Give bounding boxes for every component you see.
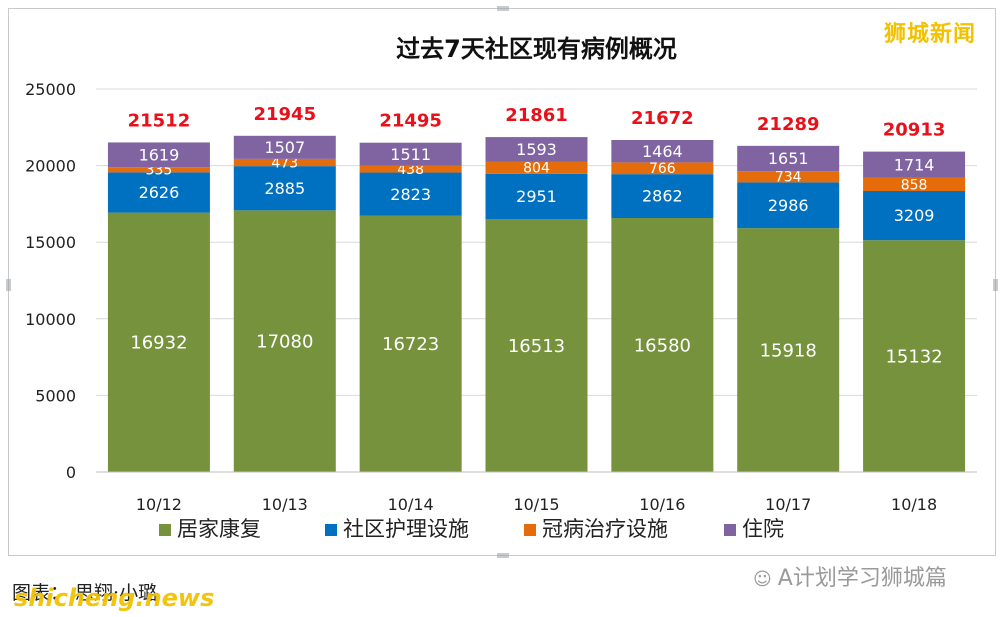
- bar-segment: [359, 172, 462, 216]
- bar-segment: [863, 240, 966, 472]
- data-label: 734: [775, 170, 802, 186]
- data-label: 858: [901, 177, 928, 193]
- bar-segment: [611, 162, 714, 175]
- data-label: 473: [271, 155, 298, 171]
- y-tick-label: 20000: [25, 157, 76, 176]
- data-label: 16932: [130, 333, 187, 354]
- bar-segment: [233, 158, 336, 167]
- y-tick-label: 10000: [25, 310, 76, 329]
- data-label: 1511: [390, 145, 431, 164]
- bar-segment: [359, 165, 462, 173]
- data-label: 2986: [768, 196, 809, 215]
- bar-segment: [107, 167, 210, 173]
- legend-label: 社区护理设施: [343, 517, 469, 541]
- data-label: 1619: [139, 145, 180, 164]
- data-label: 2862: [642, 187, 683, 206]
- legend-swatch: [325, 524, 337, 536]
- bar-segment: [737, 171, 840, 183]
- legend-swatch: [724, 524, 736, 536]
- data-label: 15918: [760, 340, 817, 361]
- resize-handle-top[interactable]: [497, 6, 509, 11]
- bar-segment: [485, 173, 588, 220]
- data-label: 3209: [894, 206, 935, 225]
- wechat-account-name: A计划学习狮城篇: [777, 566, 947, 591]
- legend-label: 居家康复: [177, 517, 261, 541]
- wechat-account: ☺ A计划学习狮城篇: [753, 560, 947, 592]
- x-tick-label: 10/14: [388, 495, 434, 514]
- data-label: 766: [649, 161, 676, 177]
- resize-handle-right[interactable]: [993, 279, 998, 291]
- resize-handle-bottom[interactable]: [497, 553, 509, 558]
- stacked-bar-chart: 过去7天社区现有病例概况 0 5000 10000 15000 20000 25000 169…: [25, 35, 977, 541]
- data-label: 2951: [516, 187, 557, 206]
- chart-frame: 过去7天社区现有病例概况 0 5000 10000 15000 20000 25000 169…: [6, 6, 998, 558]
- bar-segment: [737, 228, 840, 472]
- data-label: 2885: [264, 179, 305, 198]
- chart-title: 过去7天社区现有病例概况: [396, 35, 677, 63]
- bar-segment: [359, 215, 462, 472]
- total-label: 21945: [253, 104, 316, 125]
- bar-segment: [737, 182, 840, 229]
- x-tick-label: 10/15: [513, 495, 559, 514]
- y-tick-label: 15000: [25, 233, 76, 252]
- data-label: 2626: [139, 183, 180, 202]
- data-label: 804: [523, 161, 550, 177]
- x-tick-label: 10/17: [765, 495, 811, 514]
- total-label: 21672: [631, 108, 694, 129]
- data-label: 1714: [894, 155, 935, 174]
- total-label: 21495: [379, 111, 442, 132]
- x-tick-label: 10/12: [136, 495, 182, 514]
- data-label: 1593: [516, 140, 557, 159]
- data-label: 2823: [390, 185, 431, 204]
- wechat-icon: ☺: [753, 569, 772, 590]
- legend-swatch: [524, 524, 536, 536]
- data-label: 16580: [634, 335, 691, 356]
- brand-logo-text: 狮城新闻: [884, 22, 977, 47]
- data-label: 438: [397, 162, 424, 178]
- legend-swatch: [159, 524, 171, 536]
- x-tick-label: 10/18: [891, 495, 937, 514]
- legend-label: 住院: [742, 517, 784, 541]
- data-label: 17080: [256, 331, 313, 352]
- resize-handle-left[interactable]: [6, 279, 11, 291]
- bar-segment: [107, 172, 210, 213]
- bar-segment: [233, 135, 336, 159]
- data-label: 1651: [768, 149, 809, 168]
- data-label: 1507: [264, 138, 305, 157]
- bar-segment: [485, 137, 588, 162]
- bar-segment: [485, 219, 588, 472]
- data-label: 16513: [508, 336, 565, 357]
- bar-segment: [611, 174, 714, 218]
- bar-segment: [233, 166, 336, 211]
- site-watermark: shicheng.news: [14, 584, 215, 612]
- total-label: 21512: [128, 110, 191, 131]
- total-label: 21289: [757, 114, 820, 135]
- y-tick-label: 0: [66, 463, 76, 482]
- data-label: 15132: [885, 346, 942, 367]
- figure-caption: 图表： 思翔·小璐: [12, 582, 158, 604]
- bar-segment: [611, 217, 714, 472]
- bar-segment: [233, 210, 336, 472]
- bar-segment: [863, 151, 966, 178]
- data-label: 1464: [642, 142, 683, 161]
- total-label: 21861: [505, 105, 568, 126]
- bar-segment: [107, 142, 210, 168]
- bar-segment: [485, 161, 588, 174]
- bar-segment: [611, 139, 714, 163]
- bar-segment: [737, 145, 840, 172]
- legend-label: 冠病治疗设施: [542, 517, 668, 541]
- bar-segment: [863, 177, 966, 192]
- data-label: 16723: [382, 334, 439, 355]
- y-tick-label: 25000: [25, 80, 76, 99]
- y-tick-label: 5000: [35, 386, 76, 405]
- bar-segment: [863, 191, 966, 241]
- total-label: 20913: [883, 120, 946, 141]
- x-tick-label: 10/13: [262, 495, 308, 514]
- bar-segment: [107, 212, 210, 473]
- x-tick-label: 10/16: [639, 495, 685, 514]
- bar-segment: [359, 142, 462, 166]
